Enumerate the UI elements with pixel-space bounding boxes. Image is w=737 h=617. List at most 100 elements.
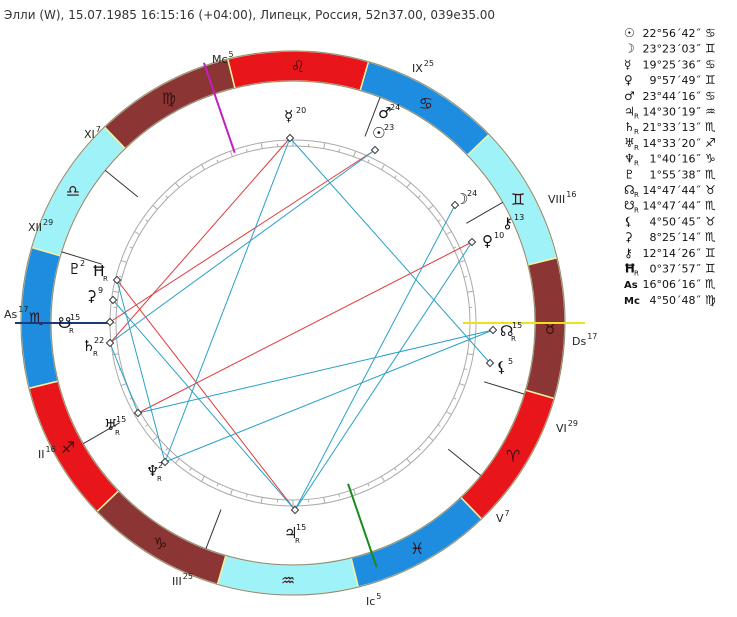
position-symbol: ♇	[624, 167, 635, 181]
sign-glyph: ♉	[543, 319, 557, 338]
position-symbol: ⚷	[624, 246, 633, 260]
house-label: Ds	[572, 335, 586, 348]
position-sign: ♏	[705, 230, 716, 244]
house-degree: 17	[18, 305, 28, 314]
house-label: VI	[556, 422, 567, 435]
house-degree: 7	[505, 509, 510, 518]
position-value: 16°06´16˝	[643, 278, 702, 291]
position-symbol: ⚸	[624, 214, 633, 228]
planet-degree: 15	[512, 321, 522, 330]
planet-retro: R	[115, 429, 120, 437]
planet-degree: 22	[94, 336, 104, 345]
planet-degree: 5	[508, 357, 513, 366]
house-degree: 16	[566, 190, 576, 199]
position-value: 4°50´48˝	[650, 294, 702, 307]
planet-degree: 24	[467, 189, 477, 198]
house-label: III	[172, 575, 182, 588]
position-sign: ♑	[705, 152, 716, 166]
planet-degree: 13	[514, 213, 524, 222]
position-symbol: ♂	[624, 89, 635, 103]
position-value: 22°56´42˝	[643, 27, 702, 40]
sign-glyph: ♏	[29, 309, 43, 328]
position-retro: R	[634, 270, 639, 278]
position-sign: ♊	[705, 262, 716, 276]
planet-degree: 20	[296, 106, 306, 115]
planet-retro: R	[103, 275, 108, 283]
position-sign: ♒	[705, 105, 716, 119]
position-value: 1°40´16˝	[650, 153, 702, 166]
position-value: 0°37´57˝	[650, 263, 702, 276]
house-label: XII	[28, 221, 42, 234]
position-sign: ♐	[705, 136, 716, 150]
position-sign: ♊	[705, 42, 716, 56]
planet-retro: R	[295, 537, 300, 545]
planet-glyph: ☿	[284, 107, 293, 125]
sign-glyph: ♍	[162, 89, 176, 108]
position-sign: ♏	[705, 277, 716, 291]
planet-glyph: ⚷	[502, 214, 513, 232]
position-retro: R	[634, 191, 639, 199]
sign-glyph: ♋	[419, 94, 433, 113]
header-title: Элли (W), 15.07.1985 16:15:16 (+04:00), …	[4, 8, 495, 22]
house-degree: 25	[424, 59, 434, 68]
planet-retro: R	[93, 350, 98, 358]
planet-degree: 24	[390, 103, 400, 112]
house-degree: 29	[43, 218, 53, 227]
position-sign: ♊	[705, 73, 716, 87]
position-sign: ♉	[705, 183, 716, 197]
house-label: Mc	[212, 53, 228, 66]
position-symbol: As	[624, 280, 638, 291]
planet-degree: 15	[70, 313, 80, 322]
planet-retro: R	[157, 475, 162, 483]
house-label: IX	[412, 62, 423, 75]
position-value: 23°44´16˝	[643, 90, 702, 103]
planet-retro: R	[69, 327, 74, 335]
house-label: Ic	[366, 595, 375, 608]
sign-glyph: ♎	[66, 181, 80, 200]
house-degree: 5	[376, 592, 381, 601]
position-symbol: ☿	[624, 57, 631, 71]
house-degree: 17	[587, 332, 597, 341]
position-symbol: ⚳	[624, 230, 633, 244]
position-symbol: Mc	[624, 296, 640, 307]
position-value: 14°47´44˝	[643, 184, 702, 197]
house-label: II	[38, 448, 45, 461]
position-sign: ♏	[705, 167, 716, 181]
planet-degree: 15	[296, 523, 306, 532]
planet-degree: 10	[494, 231, 504, 240]
sign-glyph: ♐	[61, 438, 75, 457]
planet-degree: 23	[384, 123, 394, 132]
house-label: V	[496, 512, 504, 525]
position-value: 21°33´13˝	[643, 121, 702, 134]
planet-degree: 2	[80, 259, 85, 268]
house-label: As	[4, 308, 18, 321]
position-value: 14°33´20˝	[643, 137, 702, 150]
planet-glyph: ⚳	[86, 287, 97, 305]
position-value: 14°30´19˝	[643, 106, 702, 119]
house-degree: 7	[96, 125, 101, 134]
position-sign: ♍	[705, 293, 716, 307]
house-label: VIII	[548, 193, 565, 206]
position-symbol: ☉	[624, 26, 635, 40]
position-value: 19°25´36˝	[643, 58, 702, 71]
position-sign: ♏	[705, 199, 716, 213]
position-value: 4°50´45˝	[650, 215, 702, 228]
position-value: 12°14´26˝	[643, 247, 702, 260]
position-sign: ♏	[705, 120, 716, 134]
position-value: 9°57´49˝	[650, 74, 702, 87]
house-label: XI	[84, 128, 95, 141]
house-degree: 29	[568, 419, 578, 428]
house-degree: 16	[46, 445, 56, 454]
position-sign: ♋	[705, 89, 716, 103]
position-sign: ♋	[705, 26, 716, 40]
sign-glyph: ♒	[281, 571, 295, 590]
planet-glyph: ⚸	[496, 358, 507, 376]
position-value: 8°25´14˝	[650, 231, 702, 244]
position-value: 14°47´44˝	[643, 200, 702, 213]
sign-glyph: ♑	[153, 534, 167, 553]
planet-degree: 9	[98, 286, 103, 295]
planet-degree: 15	[116, 415, 126, 424]
planet-retro: R	[511, 335, 516, 343]
